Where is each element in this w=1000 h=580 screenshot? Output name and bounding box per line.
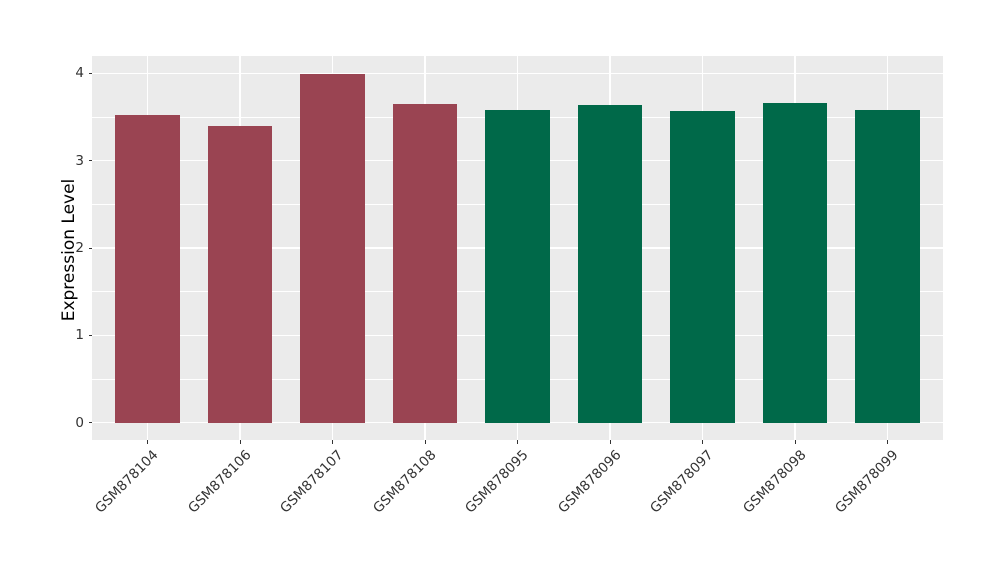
x-tick-mark [609,440,611,444]
x-tick-mark [147,440,149,444]
bar [762,103,828,423]
bar [485,110,550,423]
x-tick-label: GSM878097 [647,447,717,517]
bar [392,104,458,423]
x-tick-mark [702,440,704,444]
y-tick-label: 1 [75,327,84,344]
x-tick-mark [424,440,426,444]
y-tick-label: 2 [75,240,84,256]
plot-panel [92,56,943,440]
x-tick-mark [239,440,241,444]
x-tick-mark [332,440,334,444]
x-tick-label: GSM878107 [277,447,347,517]
y-tick-mark [88,422,92,424]
y-tick-label: 4 [75,65,84,82]
x-tick-label: GSM878108 [369,447,440,517]
bar [577,104,643,423]
x-tick-label: GSM878104 [92,447,162,517]
x-tick-label: GSM878096 [554,447,625,517]
bar [670,110,735,423]
y-tick-mark [88,160,92,162]
bar [855,110,920,423]
y-tick-mark [88,247,92,249]
x-tick-label: GSM878099 [832,447,902,517]
x-tick-mark [517,440,519,444]
y-tick-mark [88,334,92,336]
x-tick-label: GSM878098 [739,447,810,517]
bar [115,115,180,423]
y-tick-mark [88,72,92,75]
bar [300,74,365,423]
y-tick-label: 0 [75,414,84,431]
x-tick-mark [887,440,889,444]
bar [207,125,273,423]
x-tick-label: GSM878106 [184,447,255,517]
x-tick-mark [794,440,796,444]
y-tick-label: 3 [75,152,84,169]
x-tick-label: GSM878095 [462,447,532,517]
